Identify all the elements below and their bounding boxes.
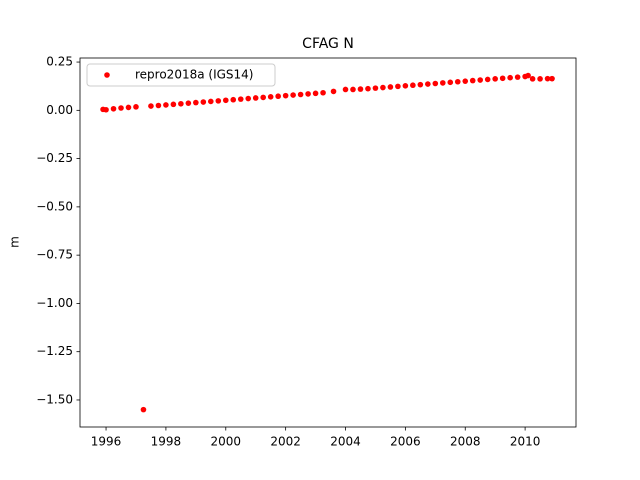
axes-frame (79, 57, 577, 428)
data-point (148, 103, 154, 109)
data-point (163, 102, 169, 108)
data-point (395, 83, 401, 90)
data-point (305, 91, 311, 97)
data-point (245, 95, 252, 102)
data-point (155, 102, 162, 109)
y-tick-label: −0.25 (36, 151, 73, 165)
data-point (529, 76, 536, 82)
y-tick-label: −1.25 (36, 344, 73, 358)
data-point (425, 81, 431, 87)
data-point (125, 104, 132, 111)
data-point (297, 91, 304, 98)
data-point (103, 106, 109, 113)
data-point (200, 99, 207, 105)
y-tick-label: 0.00 (46, 103, 73, 117)
data-point (492, 76, 498, 82)
data-point (208, 98, 214, 105)
data-point (185, 100, 192, 106)
data-point (410, 82, 416, 89)
data-point (380, 84, 386, 91)
data-point (260, 94, 266, 101)
y-tick-label: −0.75 (36, 248, 73, 262)
data-point (290, 92, 296, 98)
data-point (222, 97, 229, 104)
data-point (507, 74, 513, 81)
data-point (499, 75, 506, 82)
data-point (275, 93, 281, 100)
data-point (525, 72, 531, 79)
data-point (267, 94, 274, 100)
data-point (110, 105, 117, 112)
data-point (237, 96, 244, 102)
data-point (365, 85, 371, 92)
x-tick-label: 2008 (450, 435, 481, 449)
data-point (549, 75, 555, 82)
y-tick-label: 0.25 (46, 55, 73, 69)
legend-marker (104, 72, 110, 78)
legend-label: repro2018a (IGS14) (135, 68, 253, 82)
data-point (330, 88, 337, 95)
data-point (402, 83, 409, 89)
data-point (140, 406, 147, 413)
data-point (454, 78, 461, 85)
data-point (417, 81, 424, 88)
chart-title: CFAG N (302, 36, 354, 52)
data-point (537, 76, 543, 82)
data-point (342, 86, 349, 93)
data-point (215, 98, 222, 104)
data-point (118, 105, 124, 111)
data-point (133, 104, 139, 110)
y-axis-label: m (8, 236, 22, 248)
x-tick-label: 2002 (270, 435, 301, 449)
data-point (462, 78, 469, 84)
x-tick-label: 2000 (211, 435, 242, 449)
data-point (170, 101, 177, 108)
data-point (447, 79, 454, 86)
data-point (320, 89, 326, 96)
x-tick-label: 1996 (91, 435, 122, 449)
data-point (372, 85, 379, 91)
data-point (178, 100, 184, 107)
data-point (544, 75, 551, 82)
data-point (252, 95, 259, 101)
x-tick-label: 2004 (330, 435, 361, 449)
legend-box (86, 63, 276, 87)
data-point (477, 77, 484, 83)
data-point (357, 86, 364, 92)
x-tick-label: 2010 (510, 435, 541, 449)
y-tick-label: −1.50 (36, 392, 73, 406)
data-point (432, 80, 439, 87)
data-point (484, 76, 491, 83)
data-point (350, 86, 356, 93)
x-tick-label: 2006 (390, 435, 421, 449)
data-point (230, 96, 237, 103)
data-point (282, 92, 289, 99)
data-point (193, 99, 199, 106)
x-tick-label: 1998 (151, 435, 182, 449)
data-point (469, 77, 476, 84)
y-tick-label: −0.50 (36, 199, 73, 213)
data-point (514, 74, 521, 80)
y-tick-label: −1.00 (36, 296, 73, 310)
data-point (387, 84, 394, 90)
data-point (439, 80, 446, 86)
data-point (312, 90, 319, 97)
